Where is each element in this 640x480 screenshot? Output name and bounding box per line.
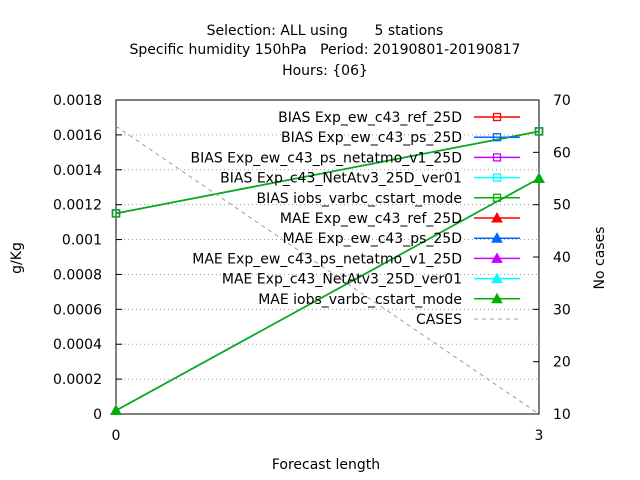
series-line <box>115 177 540 412</box>
data-point <box>492 133 502 142</box>
chart-title: Selection: ALL using 5 stations Specific… <box>130 23 521 79</box>
y-tick-label: 0.0008 <box>53 267 102 283</box>
legend-label: BIAS Exp_ew_c43_ps_25D <box>281 130 462 146</box>
legend: BIAS Exp_ew_c43_ref_25D BIAS Exp_ew_c43_p… <box>191 110 520 328</box>
legend-label: MAE Exp_c43_NetAtv3_25D_ver01 <box>222 272 462 288</box>
title-line-1: Selection: ALL using 5 stations <box>207 23 444 39</box>
y2-tick-label: 60 <box>553 145 571 161</box>
data-point <box>110 404 122 416</box>
y-tick-label: 0.0006 <box>53 302 102 318</box>
title-line-2: Specific humidity 150hPa Period: 2019080… <box>130 42 521 58</box>
y-tick-label: 0.001 <box>62 233 102 249</box>
y-tick-label: 0.0004 <box>53 337 102 353</box>
title-line-3: Hours: {06} <box>282 63 368 79</box>
y-axis-label: g/Kg <box>9 242 25 274</box>
y-tick-label: 0.0002 <box>53 372 102 388</box>
legend-label: MAE Exp_ew_c43_ps_netatmo_v1_25D <box>192 251 462 267</box>
data-point <box>491 292 503 304</box>
y-tick-label: 0.0014 <box>53 163 102 179</box>
y-tick-label: 0.0012 <box>53 198 102 214</box>
data-point <box>491 211 503 223</box>
x-axis-label: Forecast length <box>272 457 380 473</box>
data-point <box>491 252 503 263</box>
y2-tick-label: 70 <box>553 93 571 109</box>
legend-label: MAE Exp_ew_c43_ref_25D <box>280 211 462 227</box>
y-tick-label: 0.0016 <box>53 128 102 144</box>
data-point <box>492 173 502 182</box>
y-tick-label: 0.0018 <box>53 93 102 109</box>
legend-label: BIAS Exp_ew_c43_ref_25D <box>278 110 462 126</box>
data-point <box>491 232 503 243</box>
legend-label: BIAS Exp_ew_c43_ps_netatmo_v1_25D <box>191 150 462 166</box>
data-point <box>492 193 502 202</box>
series-line <box>115 130 540 215</box>
y2-tick-label: 40 <box>553 250 571 266</box>
data-point <box>492 112 502 122</box>
legend-label: MAE iobs_varbc_cstart_mode <box>258 292 462 308</box>
axes: 0 0.0002 0.0004 0.0006 0.0008 0.001 0.0012 0.00… <box>53 93 571 444</box>
y-tick-label: 0 <box>93 407 102 423</box>
legend-label: BIAS Exp_c43_NetAtv3_25D_ver01 <box>220 171 462 187</box>
grid <box>116 134 539 380</box>
legend-label: BIAS iobs_varbc_cstart_mode <box>257 191 463 207</box>
data-point <box>491 272 503 284</box>
x-tick-label: 0 <box>112 428 121 444</box>
series-line <box>115 125 540 415</box>
data-point <box>111 209 121 218</box>
y2-tick-label: 30 <box>553 302 571 318</box>
y2-tick-label: 10 <box>553 407 571 423</box>
y2-axis-label: No cases <box>592 227 608 290</box>
y2-tick-label: 20 <box>553 355 571 371</box>
y2-tick-label: 50 <box>553 198 571 214</box>
data-point <box>492 153 502 162</box>
legend-label: MAE Exp_ew_c43_ps_25D <box>283 231 462 247</box>
plot-area <box>110 125 545 416</box>
plot-frame <box>115 99 540 415</box>
x-tick-label: 3 <box>535 428 544 444</box>
data-point <box>533 172 545 183</box>
legend-label: CASES <box>416 312 462 328</box>
data-point <box>534 127 544 136</box>
